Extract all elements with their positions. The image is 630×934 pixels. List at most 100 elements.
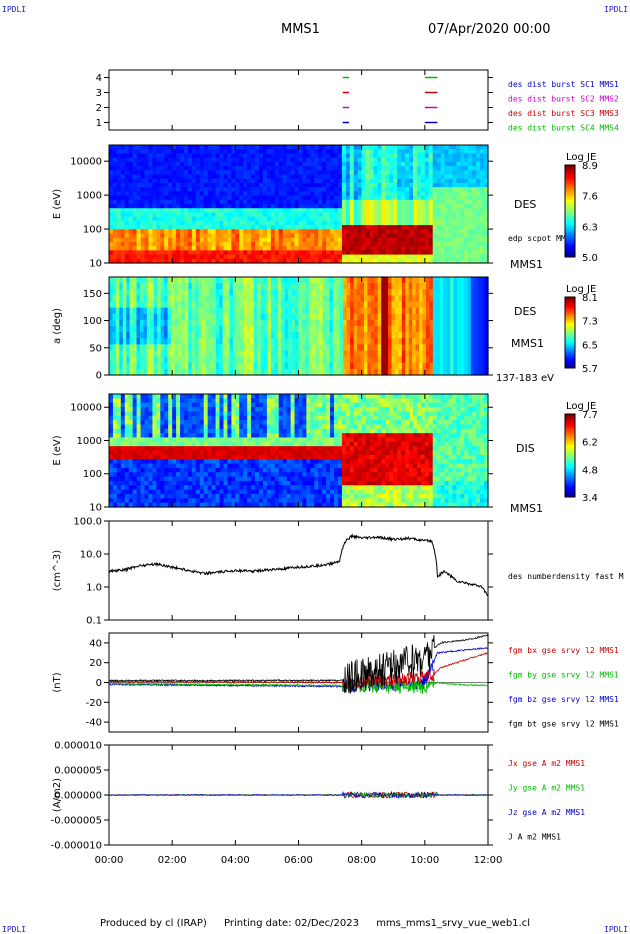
des_energy-cell [144,145,150,150]
des_pitch-cell [484,356,489,364]
des_pitch-cell [346,283,351,290]
des_pitch-cell [260,295,265,303]
des_energy-cell [369,178,375,184]
des_energy-cell [266,254,272,260]
dis_energy-cell [112,402,118,408]
des_energy-cell [349,149,355,155]
des_pitch-cell [202,313,207,321]
des_energy-cell [286,237,292,243]
des_energy-cell [484,229,489,235]
des_energy-cell [440,233,446,239]
des_energy-colorbar-cell [565,229,575,233]
des_pitch-colorbar-cell [565,337,575,341]
des_energy-cell [389,153,394,159]
des_pitch-cell [164,313,169,321]
des_pitch-cell [250,338,255,345]
des_energy-cell [420,170,426,176]
des_pitch-cell [350,295,355,303]
des_pitch-cell [398,301,403,309]
dis_energy-cell [120,463,126,469]
des_pitch-cell [164,362,169,370]
des_energy-cell [484,178,489,184]
des_energy-cell [330,204,335,209]
des_pitch-cell [153,326,158,333]
des_energy-colorbar-cell [565,204,575,207]
des_energy-cell [243,254,248,260]
des_energy-cell [239,229,244,235]
des_energy-cell [294,229,300,235]
des_energy-cell [334,250,339,256]
des_energy-cell [468,246,473,251]
des_pitch-cell [322,362,327,370]
des_energy-cell [128,187,134,192]
des_pitch-cell [264,307,269,315]
des_pitch-cell [171,307,176,315]
dis_energy-cell [132,498,138,504]
des_pitch-cell [112,326,117,333]
des_pitch-cell [198,313,203,321]
des_energy-cell [357,199,363,205]
des_energy-cell [302,237,307,243]
des_pitch-cell [157,332,162,339]
des_energy-cell [412,229,418,235]
des_energy-cell [468,182,473,188]
des_pitch-cell [171,356,176,364]
des_energy-cell [294,254,300,260]
des_pitch-cell [295,301,300,309]
des_pitch-cell [398,319,403,327]
des_energy-cell [310,195,315,201]
des_pitch-cell [250,332,255,339]
des_energy-cell [156,161,161,167]
des_pitch-cell [167,307,172,315]
dis_energy-cell [116,459,122,465]
des_energy-cell [472,254,477,260]
des_energy-cell [322,208,327,214]
des_energy-cell [349,199,355,205]
dis_energy-cell [116,498,122,504]
des_pitch-cell [477,301,482,309]
des_pitch-cell [429,326,434,333]
des_pitch-cell [422,344,427,352]
des_pitch-cell [467,295,472,303]
des_pitch-cell [260,362,265,370]
des_pitch-cell [177,313,182,321]
des_energy-cell [144,250,150,256]
des_energy-cell [195,229,201,235]
des_energy-cell [405,225,410,230]
des_energy-colorbar-cell [565,227,575,230]
des_energy-cell [405,220,410,226]
des_pitch-cell [363,368,369,376]
dis_energy-cell [160,428,165,434]
des_energy-cell [464,199,469,205]
des_energy-cell [365,212,371,218]
des_energy-cell [369,153,375,159]
des_energy-cell [448,161,454,167]
des_pitch-cell [456,356,462,364]
des_energy-cell [326,149,331,155]
des_energy-cell [420,199,426,205]
des_energy-cell [448,254,454,260]
des_energy-cell [381,195,386,201]
des_energy-cell [345,241,351,247]
des_energy-cell [361,166,367,171]
des_energy-cell [290,241,296,247]
des_energy-cell [168,170,173,176]
des_pitch-cell [257,338,262,345]
des_pitch-cell [443,362,448,370]
des_energy-cell [432,149,438,155]
dis_energy-cell [116,502,122,508]
des_energy-cell [369,233,375,239]
des_pitch-cell [284,319,289,327]
des_energy-cell [136,246,142,251]
des_pitch-cell [126,277,131,284]
des_energy-cell [412,187,418,192]
des_energy-cell [136,204,142,209]
des_pitch-cell [277,332,282,339]
des_pitch-cell [463,344,468,352]
des_energy-cell [369,174,375,180]
dis_energy-cell [120,398,126,404]
des_energy-cell [432,166,438,171]
des_energy-cell [211,174,217,180]
des_pitch-cell [122,332,127,339]
des_energy-cell [219,187,225,192]
